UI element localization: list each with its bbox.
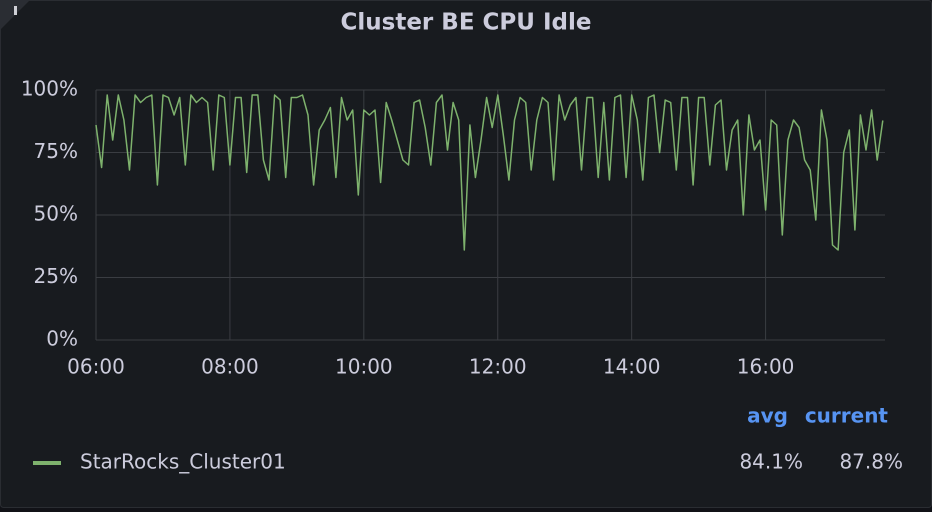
x-tick-label: 06:00: [67, 355, 125, 379]
y-tick-label: 50%: [34, 202, 78, 226]
plot-area: 0% 25% 50% 75% 100% 06:00 08:00 10:00 12:00 14:00…: [21, 77, 885, 379]
info-icon: [14, 6, 17, 15]
legend-column-header[interactable]: avg: [747, 404, 788, 428]
panel-title: Cluster BE CPU Idle: [341, 10, 592, 36]
y-tick-label: 100%: [21, 77, 78, 101]
legend-value: 87.8%: [839, 450, 903, 474]
x-tick-label: 16:00: [737, 355, 795, 379]
series-line: [95, 94, 884, 251]
y-tick-label: 75%: [34, 139, 78, 163]
x-tick-label: 08:00: [201, 355, 259, 379]
x-tick-label: 14:00: [603, 355, 661, 379]
x-tick-label: 12:00: [469, 355, 527, 379]
legend-value: 84.1%: [739, 450, 803, 474]
legend-column-header[interactable]: current: [805, 404, 889, 428]
x-tick-label: 10:00: [335, 355, 393, 379]
legend-label: StarRocks_Cluster01: [80, 450, 286, 474]
y-tick-label: 25%: [34, 264, 78, 288]
y-tick-label: 0%: [46, 327, 78, 351]
